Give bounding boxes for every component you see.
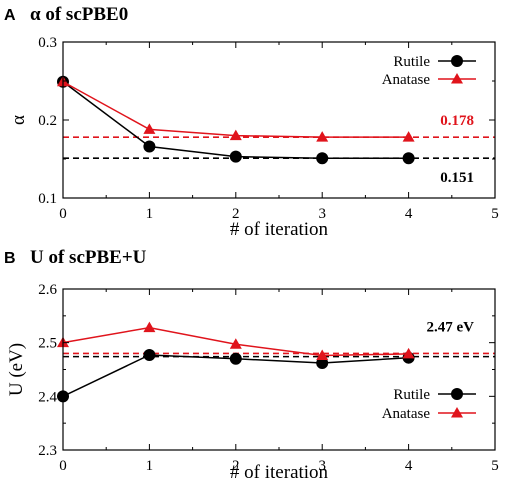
x-tick-label: 4 [405,458,413,474]
x-tick-label: 1 [146,206,154,222]
data-point-rutile [402,152,415,165]
x-axis-label: # of iteration [230,462,329,483]
data-point-rutile [316,152,329,165]
data-point-rutile [229,352,242,365]
legend-marker-anatase [451,407,463,418]
data-point-rutile [143,140,156,153]
x-tick-label: 0 [59,458,67,474]
x-tick-label: 2 [232,206,240,222]
x-tick-label: 4 [405,206,413,222]
data-point-anatase [143,123,156,134]
legend-label-rutile: Rutile [393,54,430,70]
x-axis-label: # of iteration [230,219,329,240]
chart-title: α of scPBE0 [30,4,128,25]
y-tick-label: 2.3 [38,443,57,459]
x-tick-label: 2 [232,458,240,474]
x-tick-label: 0 [59,206,67,222]
data-point-anatase [402,131,415,142]
y-tick-label: 2.5 [38,336,57,352]
y-tick-label: 0.1 [38,191,57,207]
panel-b: B U of scPBE+U 2.47 eV 0 1 2 3 4 5 2.3 2.4 2.5 2.6 # … [4,247,499,483]
data-point-anatase [316,131,329,142]
legend-marker-rutile [451,388,463,400]
reference-line-label: 0.151 [440,170,474,186]
y-tick-label: 2.6 [38,282,57,298]
legend-marker-rutile [451,55,463,67]
series-line-anatase [62,81,409,138]
y-axis-label: α [8,115,29,125]
data-point-anatase [229,129,242,141]
data-point-rutile [229,150,242,163]
panel-letter: A [4,7,16,24]
y-tick-label: 2.4 [38,389,57,405]
plot-frame [62,288,496,451]
y-tick-label: 0.3 [38,35,57,51]
x-tick-label: 5 [491,458,499,474]
data-point-anatase [143,321,156,333]
reference-line-label: 0.178 [440,113,474,129]
legend-label-anatase: Anatase [382,406,431,422]
legend-label-rutile: Rutile [393,387,430,403]
data-point-rutile [143,349,156,362]
x-tick-label: 1 [146,458,154,474]
series-line-rutile [62,81,409,159]
legend-marker-anatase [451,73,463,84]
data-point-anatase [316,349,329,361]
data-point-anatase [402,347,415,359]
data-point-anatase [229,338,242,349]
chart-title: U of scPBE+U [30,247,147,268]
x-tick-label: 3 [318,206,326,222]
legend-label-anatase: Anatase [382,72,431,88]
x-tick-label: 3 [318,458,326,474]
annotation-label: 2.47 eV [427,319,475,335]
panel-letter: B [4,250,16,267]
x-tick-label: 5 [491,206,499,222]
legend: Rutile Anatase [382,54,476,88]
legend: Rutile Anatase [382,387,476,422]
plot-frame [62,41,496,199]
y-axis-label: U (eV) [6,343,27,396]
data-point-rutile [316,357,329,370]
y-tick-label: 0.2 [38,113,57,129]
